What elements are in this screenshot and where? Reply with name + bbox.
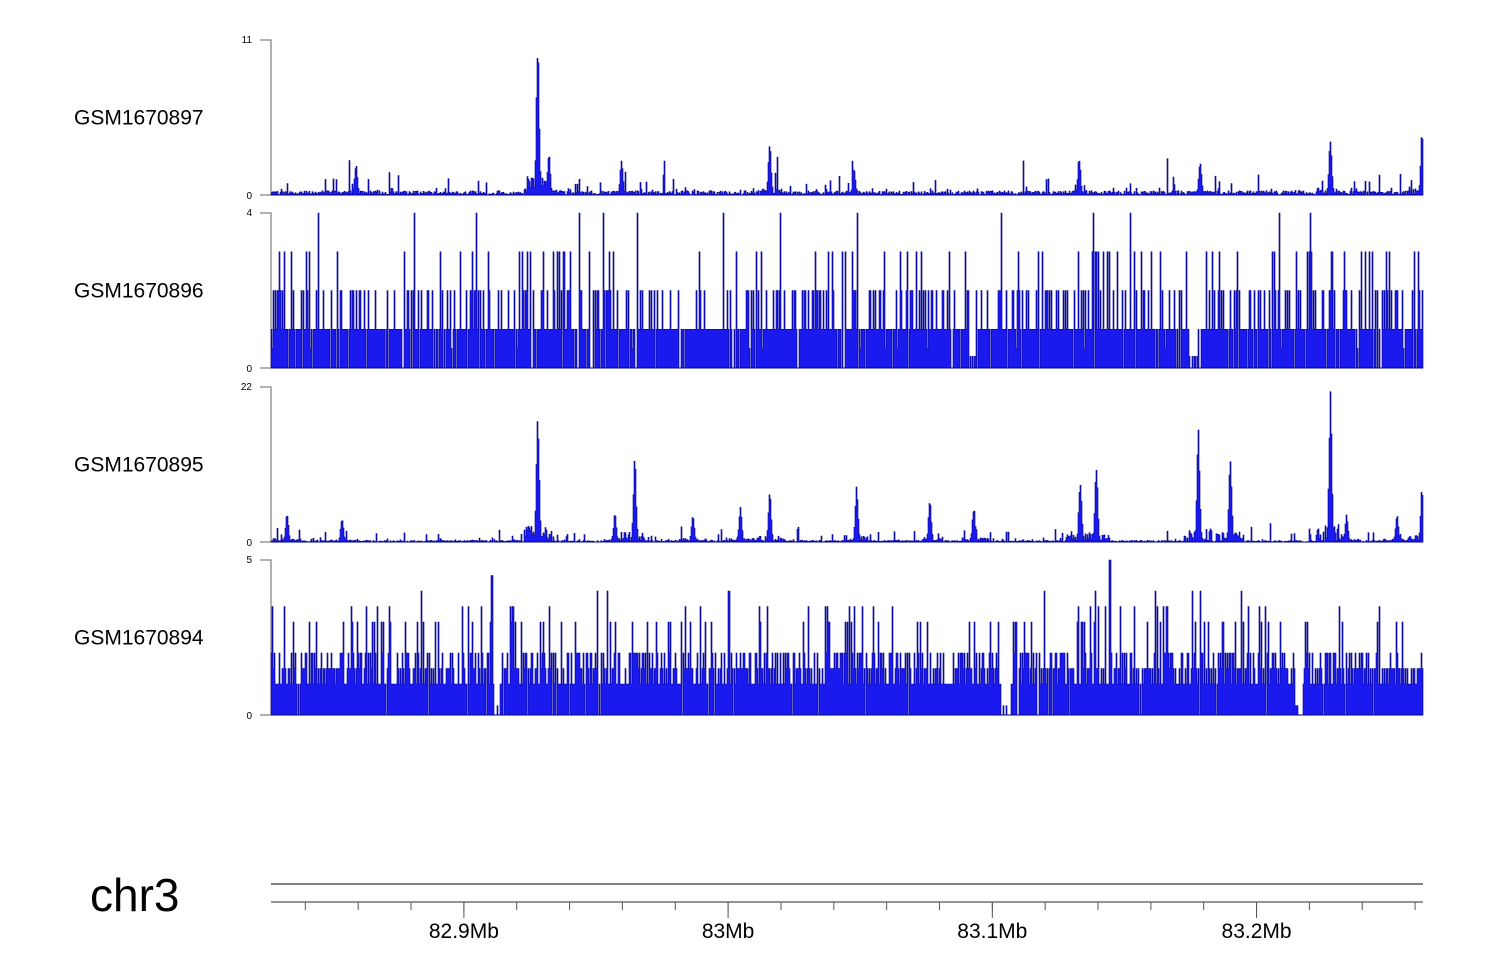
x-tick-label: 82.9Mb (429, 920, 499, 943)
y-tick-min: 0 (246, 191, 252, 202)
track-label: GSM1670894 (74, 627, 204, 650)
signal-area (270, 212, 1424, 369)
y-tick-min: 0 (246, 711, 252, 722)
track-GSM1670895: GSM1670895 22 0 (74, 382, 1424, 549)
y-tick-max: 11 (242, 35, 253, 46)
y-axis (260, 559, 272, 716)
y-tick-max: 22 (241, 382, 253, 393)
track-label: GSM1670897 (74, 107, 204, 130)
x-ticks: 82.9Mb 83Mb 83.1Mb 83.2Mb (304, 902, 1416, 943)
signal-area (270, 559, 1424, 716)
chromosome-axis: chr3 82.9Mb 83Mb 83.1Mb 83.2Mb (90, 869, 1423, 943)
signal-area (270, 391, 1424, 543)
track-GSM1670896: GSM1670896 4 0 (74, 208, 1424, 375)
y-tick-max: 5 (246, 555, 252, 566)
track-GSM1670894: GSM1670894 5 0 (74, 555, 1424, 722)
data-tracks: GSM1670897110GSM167089640GSM1670895220GS… (74, 35, 1424, 722)
y-tick-min: 0 (246, 364, 252, 375)
y-axis (260, 212, 272, 369)
signal-area (270, 58, 1424, 196)
track-GSM1670897: GSM1670897 11 0 (74, 35, 1424, 202)
x-tick-label: 83.2Mb (1222, 920, 1292, 943)
chromosome-label: chr3 (90, 869, 179, 921)
y-tick-max: 4 (246, 208, 252, 219)
x-tick-label: 83.1Mb (957, 920, 1027, 943)
y-axis (260, 39, 272, 196)
x-tick-label: 83Mb (702, 920, 755, 943)
track-label: GSM1670895 (74, 454, 204, 477)
track-label: GSM1670896 (74, 280, 204, 303)
y-tick-min: 0 (246, 538, 252, 549)
y-axis (260, 386, 272, 543)
